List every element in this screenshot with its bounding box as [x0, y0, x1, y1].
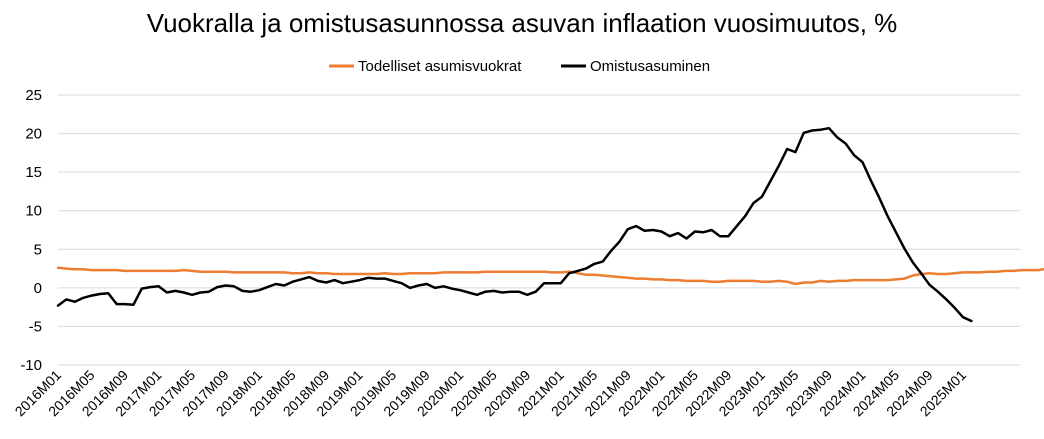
- y-tick-label: 5: [34, 241, 42, 258]
- gridlines: [58, 94, 1020, 366]
- chart-title: Vuokralla ja omistusasunnossa asuvan inf…: [146, 8, 898, 38]
- y-tick-label: -5: [29, 318, 42, 335]
- legend-label-rent: Todelliset asumisvuokrat: [358, 58, 522, 75]
- y-tick-label: 0: [34, 280, 42, 297]
- legend-label-owner: Omistusasuminen: [590, 58, 710, 75]
- y-tick-label: 10: [25, 203, 42, 220]
- series-lines: [56, 126, 1044, 323]
- y-axis-ticks: 25 20 15 10 5 0 -5 -10: [20, 87, 42, 374]
- y-tick-label: 15: [25, 164, 42, 181]
- y-tick-label: 20: [25, 126, 42, 143]
- series-line-rent: [56, 266, 1044, 286]
- legend: Todelliset asumisvuokrat Omistusasuminen: [329, 58, 710, 75]
- y-tick-label: 25: [25, 87, 42, 104]
- x-axis-ticks: 2016M012016M052016M092017M012017M052017M…: [12, 367, 970, 420]
- y-tick-label: -10: [20, 357, 42, 374]
- series-line-owner: [56, 126, 973, 323]
